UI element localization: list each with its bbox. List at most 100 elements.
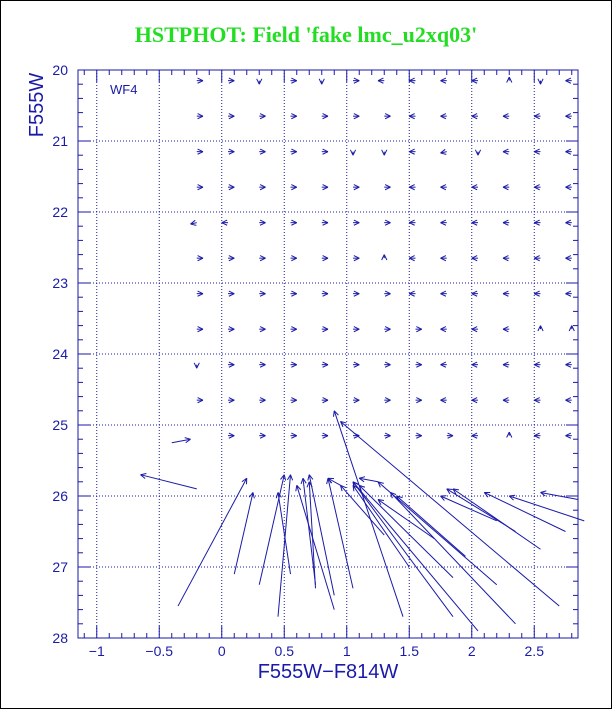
vector-point (140, 473, 197, 490)
vector-point (440, 113, 447, 120)
vector-point (409, 255, 416, 262)
vector-point (259, 397, 266, 404)
vector-point (415, 397, 422, 404)
vector-point (290, 148, 297, 155)
vector-point (384, 219, 391, 226)
y-tick-label: 20 (52, 62, 68, 78)
vector-point (534, 361, 541, 368)
vector-point (349, 149, 357, 156)
vector-point (353, 326, 360, 333)
vector-point (381, 149, 388, 156)
vector-point (290, 397, 297, 404)
vector-point (321, 113, 329, 120)
vector-point (384, 290, 391, 297)
vector-point (440, 361, 447, 368)
vector-point (258, 474, 287, 585)
vector-point (228, 361, 235, 368)
vector-point (440, 77, 447, 84)
vector-point (483, 491, 566, 532)
x-tick-label: 2 (468, 643, 476, 659)
vector-point (321, 255, 329, 262)
vector-point (568, 325, 575, 332)
vector-point (534, 397, 541, 404)
x-tick-label: −0.5 (145, 643, 173, 659)
vector-point (221, 219, 228, 226)
y-tick-label: 24 (52, 346, 68, 362)
vector-point (565, 184, 572, 191)
vector-point (508, 494, 585, 522)
vector-point (327, 477, 341, 486)
vector-point (471, 361, 478, 368)
vector-point (259, 219, 266, 226)
y-tick-label: 25 (52, 417, 68, 433)
vector-point (228, 432, 235, 439)
vector-point (384, 361, 391, 368)
vector-point (321, 326, 329, 333)
vector-point (321, 148, 329, 155)
vector-point (565, 113, 572, 120)
vector-point (353, 290, 360, 297)
vector-point (471, 397, 478, 404)
vector-point (353, 397, 360, 404)
vector-point (565, 290, 572, 297)
vector-point (196, 255, 204, 262)
vector-point (409, 290, 416, 297)
vector-point (384, 113, 391, 120)
vector-point (534, 148, 541, 155)
vector-point (502, 148, 510, 155)
vector-point (352, 484, 410, 568)
vector-point (353, 361, 360, 368)
vector-point (353, 113, 360, 120)
vector-point (196, 184, 204, 191)
vector-point (321, 219, 329, 226)
vector-point (565, 397, 572, 404)
vector-point (390, 491, 516, 625)
vector-point (440, 397, 447, 404)
vector-point (190, 219, 197, 226)
vector-point (409, 184, 416, 191)
vector-point (290, 184, 297, 191)
vector-point (534, 255, 541, 262)
vector-point (409, 219, 416, 226)
vector-point (353, 77, 360, 84)
vector-point (228, 77, 235, 84)
vector-point (300, 477, 316, 585)
vector-point (440, 495, 497, 522)
vector-point (415, 326, 422, 333)
vector-point (565, 219, 572, 226)
vector-point (452, 488, 541, 550)
vector-point (196, 326, 204, 333)
vector-point (415, 432, 422, 439)
vector-point (290, 326, 297, 333)
vector-point (353, 255, 360, 262)
vector-point (290, 113, 297, 120)
vector-point (471, 184, 478, 191)
vector-point (259, 184, 266, 191)
vector-point (471, 255, 478, 262)
vector-point (502, 397, 510, 404)
vector-point (228, 184, 235, 191)
vector-point (502, 255, 510, 262)
vector-point (228, 397, 235, 404)
vector-point (290, 290, 297, 297)
x-axis-label: F555W−F814W (258, 661, 399, 683)
vector-point (440, 219, 447, 226)
vector-point (290, 255, 297, 262)
vector-point (196, 77, 204, 84)
vector-point (196, 148, 204, 155)
vector-point (440, 255, 447, 262)
vector-point (415, 361, 422, 368)
x-tick-label: 2.5 (525, 643, 545, 659)
vector-point (384, 184, 391, 191)
vector-point (228, 326, 235, 333)
vector-point (377, 499, 435, 540)
vector-point (177, 477, 248, 607)
vector-point (471, 77, 478, 84)
vector-point (295, 485, 335, 610)
vector-point (340, 420, 560, 607)
vector-point (321, 184, 329, 191)
vector-point (228, 113, 235, 120)
vector-point (340, 484, 385, 536)
vector-point (409, 148, 416, 155)
vector-point (353, 432, 360, 439)
